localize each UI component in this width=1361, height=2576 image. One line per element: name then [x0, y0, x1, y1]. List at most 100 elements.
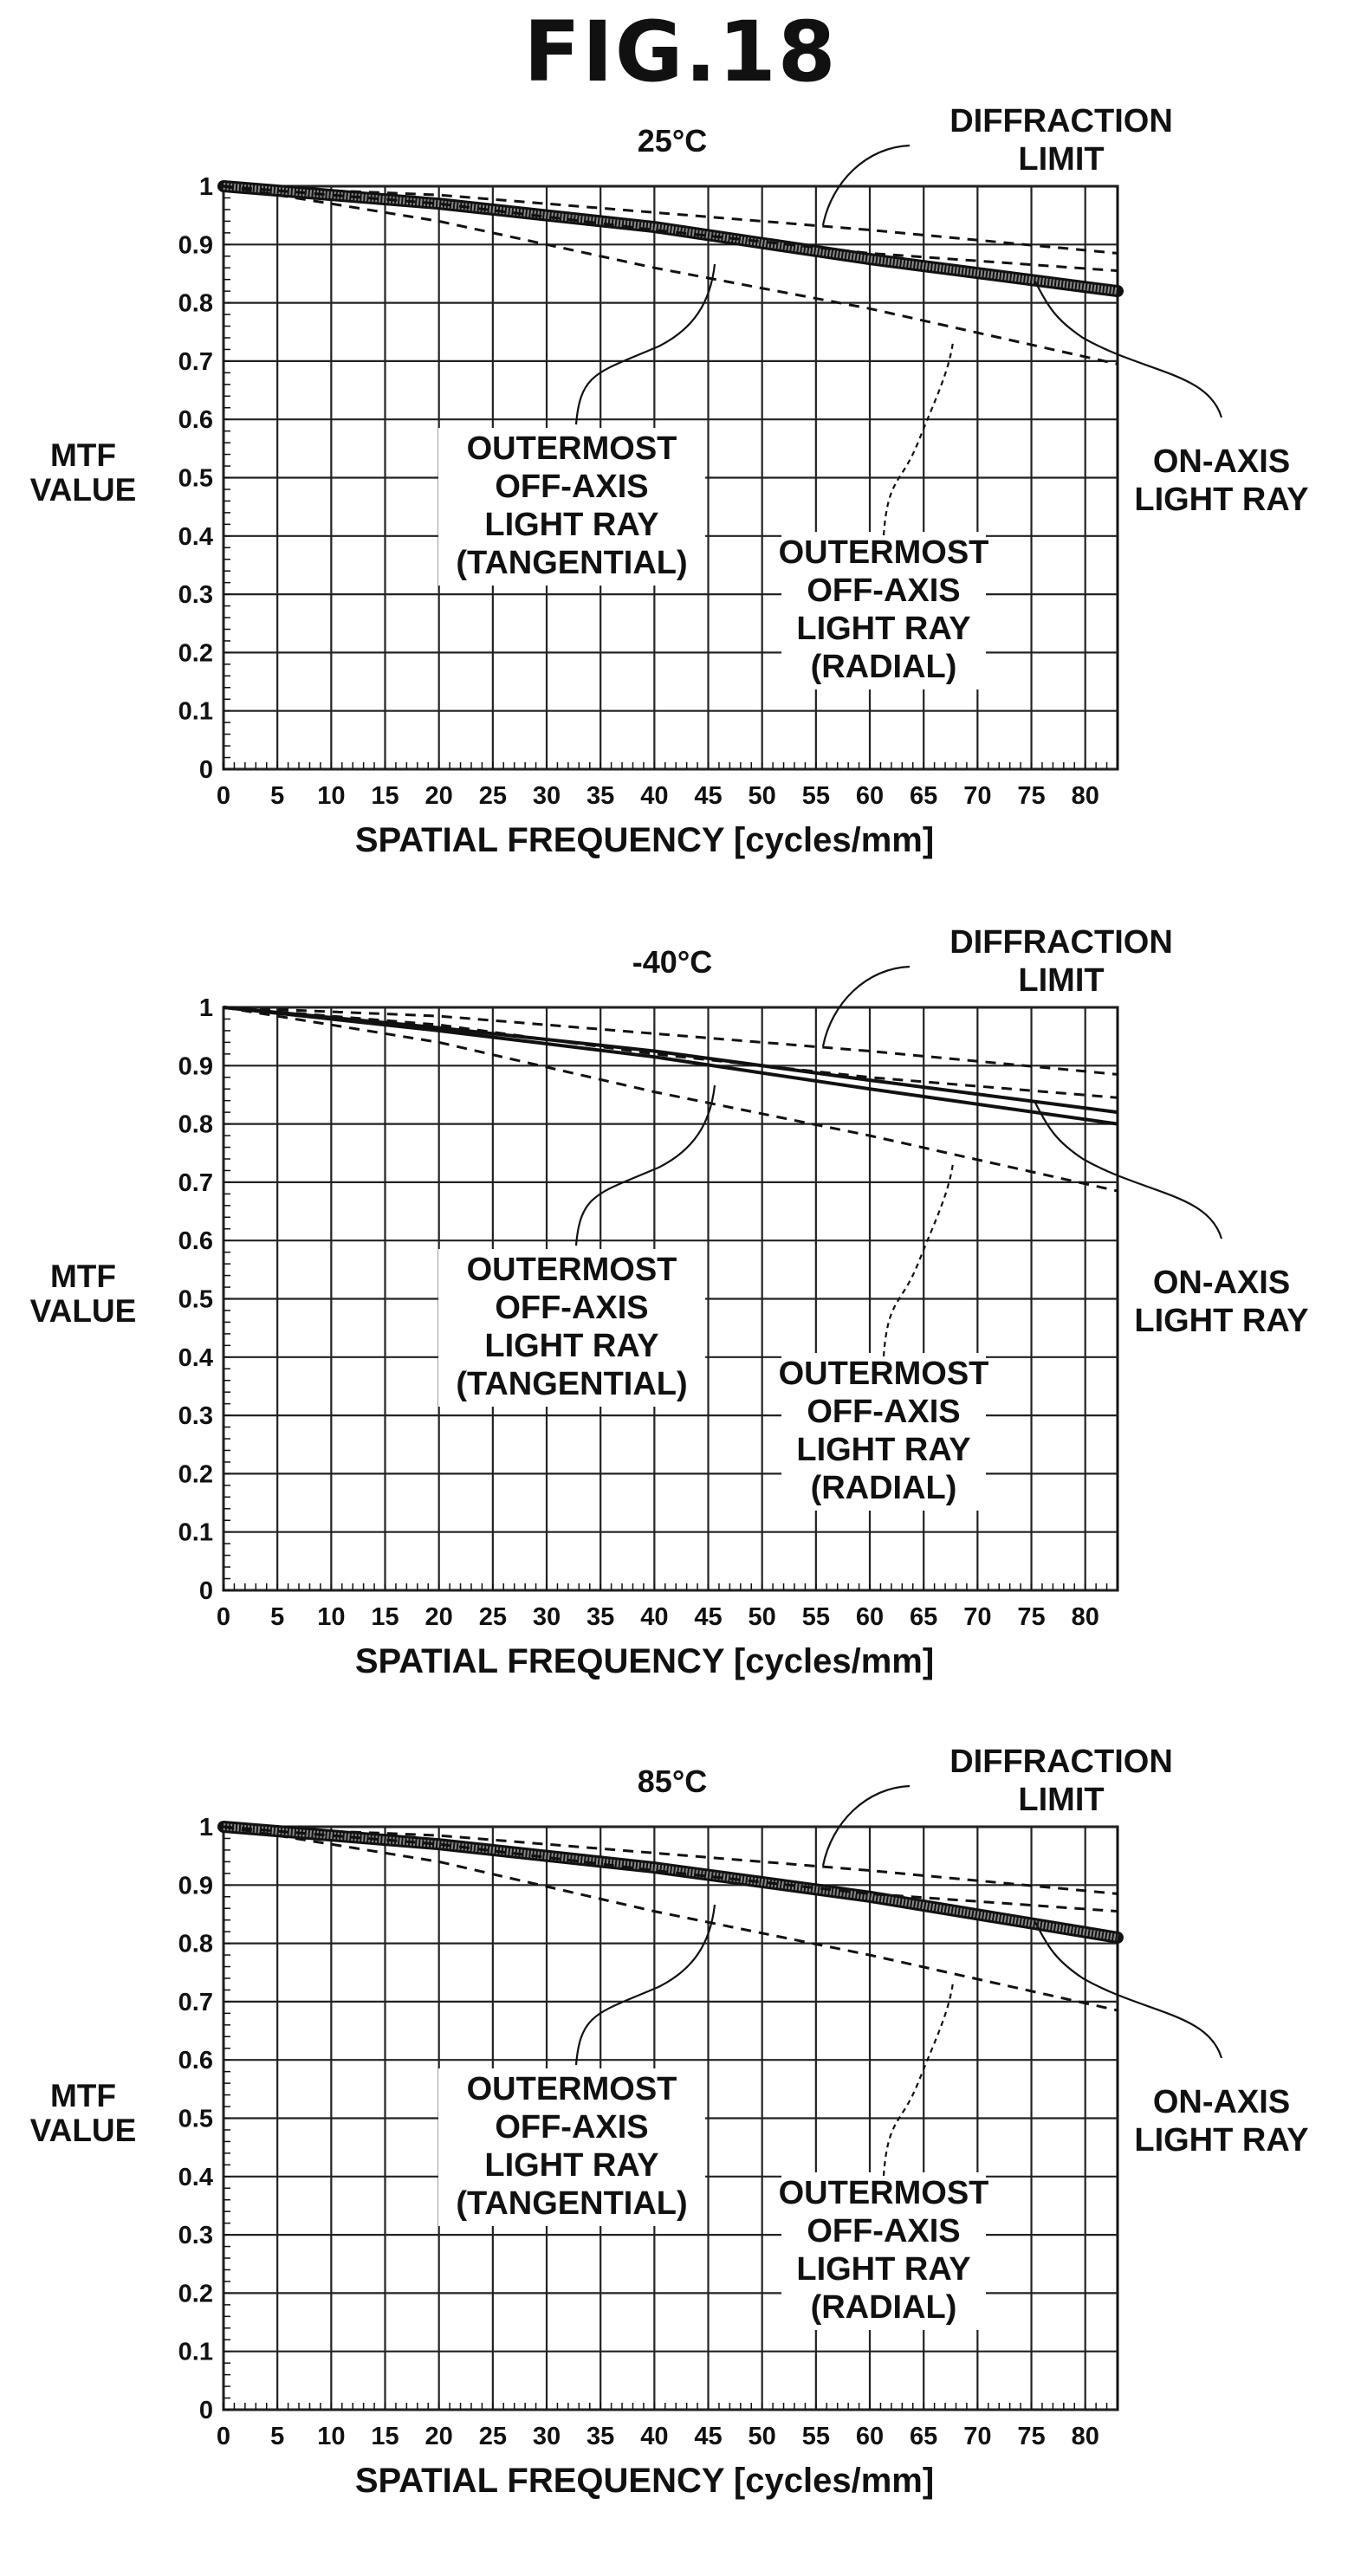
annotation-background: [1119, 1262, 1324, 1343]
y-tick-label: 0.5: [178, 2106, 213, 2133]
x-tick-label: 45: [694, 2423, 722, 2450]
x-tick-label: 5: [270, 2423, 284, 2450]
series-line-outline: [217, 180, 1124, 298]
y-tick-label: 0.5: [178, 1286, 213, 1314]
x-tick-label: 15: [371, 2423, 399, 2450]
y-tick-label: 0.7: [178, 1989, 213, 2016]
y-tick-label: 1: [199, 994, 213, 1022]
series-line: [223, 1006, 1118, 1126]
x-tick-label: 35: [587, 1603, 614, 1631]
x-tick-label: 20: [425, 782, 453, 810]
chart-title: 85°C: [638, 1764, 707, 1799]
series-line: [223, 1825, 1118, 1895]
x-tick-label: 20: [425, 2423, 453, 2450]
y-tick-label: 0.4: [178, 1344, 213, 1372]
y-tick-label: 1: [199, 173, 213, 201]
annotation-label: ON-AXIS: [1153, 2084, 1290, 2120]
annotation-label: LIGHT RAY: [484, 2147, 658, 2184]
annotation-label: OUTERMOST: [467, 430, 677, 467]
annotation-label: OFF-AXIS: [807, 2213, 960, 2249]
annotation-leader: [821, 1784, 911, 1867]
annotation-label: DIFFRACTION: [949, 1744, 1173, 1780]
y-tick-label: 0.3: [178, 581, 213, 609]
annotation-label: ON-AXIS: [1153, 443, 1290, 480]
y-tick-label: 0.7: [178, 1169, 213, 1197]
y-tick-label: 0.3: [178, 1402, 213, 1430]
x-tick-label: 0: [217, 2423, 230, 2450]
annotation-label: DIFFRACTION: [949, 103, 1173, 139]
annotation-label: ON-AXIS: [1153, 1265, 1290, 1301]
x-tick-label: 40: [640, 2423, 668, 2450]
x-tick-label: 10: [317, 782, 345, 810]
x-tick-label: 70: [963, 1603, 991, 1631]
x-tick-label: 45: [694, 782, 722, 810]
x-tick-label: 75: [1017, 1603, 1045, 1631]
y-tick-label: 0.2: [178, 2280, 213, 2307]
y-tick-label: 0.9: [178, 231, 213, 259]
y-tick-label: 0.5: [178, 465, 213, 493]
annotation-label: (TANGENTIAL): [456, 545, 687, 581]
y-axis-label: MTF: [50, 2078, 116, 2113]
x-tick-label: 60: [856, 2423, 884, 2450]
y-tick-label: 0.1: [178, 2339, 213, 2366]
y-axis-label: MTF: [50, 1259, 116, 1294]
y-tick-label: 0.8: [178, 1111, 213, 1139]
x-tick-label: 60: [856, 1603, 884, 1631]
x-tick-label: 75: [1017, 2423, 1045, 2450]
y-axis-label: VALUE: [30, 472, 137, 508]
series-line: [223, 1006, 1118, 1076]
series-line: [223, 1825, 1118, 2012]
y-tick-label: 0.9: [178, 1872, 213, 1900]
annotation-label: OFF-AXIS: [495, 2109, 648, 2146]
x-tick-label: 30: [533, 2423, 561, 2450]
annotation-label: LIGHT RAY: [1134, 1303, 1308, 1339]
x-tick-label: 55: [802, 782, 830, 810]
chart-title: 25°C: [638, 123, 707, 159]
x-axis-label: SPATIAL FREQUENCY [cycles/mm]: [355, 1642, 934, 1680]
y-tick-label: 0.6: [178, 2047, 213, 2074]
y-tick-label: 0.4: [178, 523, 213, 551]
annotation-label: OUTERMOST: [467, 1252, 677, 1288]
annotation-label: LIMIT: [1018, 962, 1104, 999]
x-tick-label: 50: [749, 1603, 776, 1631]
x-tick-label: 35: [587, 2423, 614, 2450]
x-tick-label: 35: [587, 782, 614, 810]
x-tick-label: 60: [856, 782, 884, 810]
y-axis-label: VALUE: [30, 1293, 137, 1329]
annotation-background: [781, 532, 986, 689]
x-tick-label: 50: [749, 2423, 776, 2450]
annotation-leader: [1034, 281, 1223, 418]
y-axis-label: MTF: [50, 437, 116, 473]
annotation-leader: [574, 263, 716, 425]
annotation-label: (RADIAL): [811, 649, 957, 685]
series-line: [223, 184, 1118, 255]
annotation-leader: [882, 341, 955, 536]
series-line: [223, 1825, 1118, 1913]
annotation-label: LIGHT RAY: [796, 2251, 970, 2288]
series-line: [223, 1006, 1118, 1099]
x-tick-label: 55: [802, 2423, 830, 2450]
annotation-label: LIGHT RAY: [484, 1328, 658, 1364]
annotation-background: [1119, 2081, 1324, 2163]
annotation-label: (TANGENTIAL): [456, 1366, 687, 1402]
annotation-leader: [882, 1982, 955, 2177]
x-tick-label: 65: [910, 2423, 937, 2450]
annotation-label: OFF-AXIS: [495, 469, 648, 505]
x-tick-label: 5: [270, 1603, 284, 1631]
y-tick-label: 0.1: [178, 1519, 213, 1547]
annotation-label: (RADIAL): [811, 1470, 957, 1506]
x-tick-label: 30: [533, 782, 561, 810]
x-tick-label: 65: [910, 1603, 937, 1631]
figure-title: FIG.18: [523, 3, 838, 100]
annotation-label: (TANGENTIAL): [456, 2185, 687, 2222]
annotation-label: LIGHT RAY: [1134, 482, 1308, 518]
y-tick-label: 0.6: [178, 406, 213, 434]
mtf-chart-85c: 0 5 10 15 20 25 30 35 40 45 50 55 60 65 70 75 80 0 0.1 0.2 0…: [30, 1741, 1324, 2500]
y-tick-label: 0.3: [178, 2222, 213, 2249]
annotation-background: [938, 100, 1184, 182]
x-tick-label: 20: [425, 1603, 453, 1631]
annotation-label: OFF-AXIS: [807, 573, 960, 609]
x-tick-label: 40: [640, 782, 668, 810]
mtf-chart-minus40c: 0 5 10 15 20 25 30 35 40 45 50 55 60 65 70 75 80 0 0.1 0.2 0…: [30, 922, 1324, 1680]
annotation-background: [438, 1249, 705, 1407]
